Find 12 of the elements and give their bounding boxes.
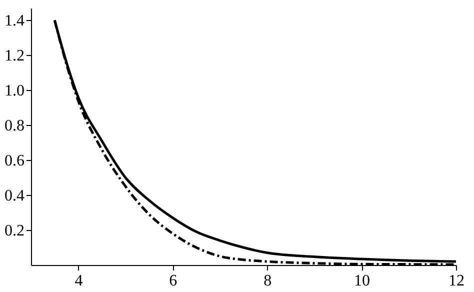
x-tick-label: 10 — [354, 272, 370, 290]
y-tick-label: 0.8 — [4, 118, 24, 135]
y-tick-label: 1.0 — [4, 82, 24, 100]
y-tick-label: 0.6 — [4, 152, 24, 170]
x-tick-label: 6 — [169, 272, 178, 290]
x-tick-label: 12 — [448, 272, 464, 290]
y-tick-label: 1.2 — [4, 48, 24, 65]
y-tick-label: 0.4 — [4, 188, 24, 205]
y-tick-label: 1.4 — [4, 12, 24, 30]
x-tick-label: 4 — [74, 272, 83, 290]
y-tick-label: 0.2 — [4, 222, 24, 240]
x-tick-label: 8 — [264, 272, 272, 290]
